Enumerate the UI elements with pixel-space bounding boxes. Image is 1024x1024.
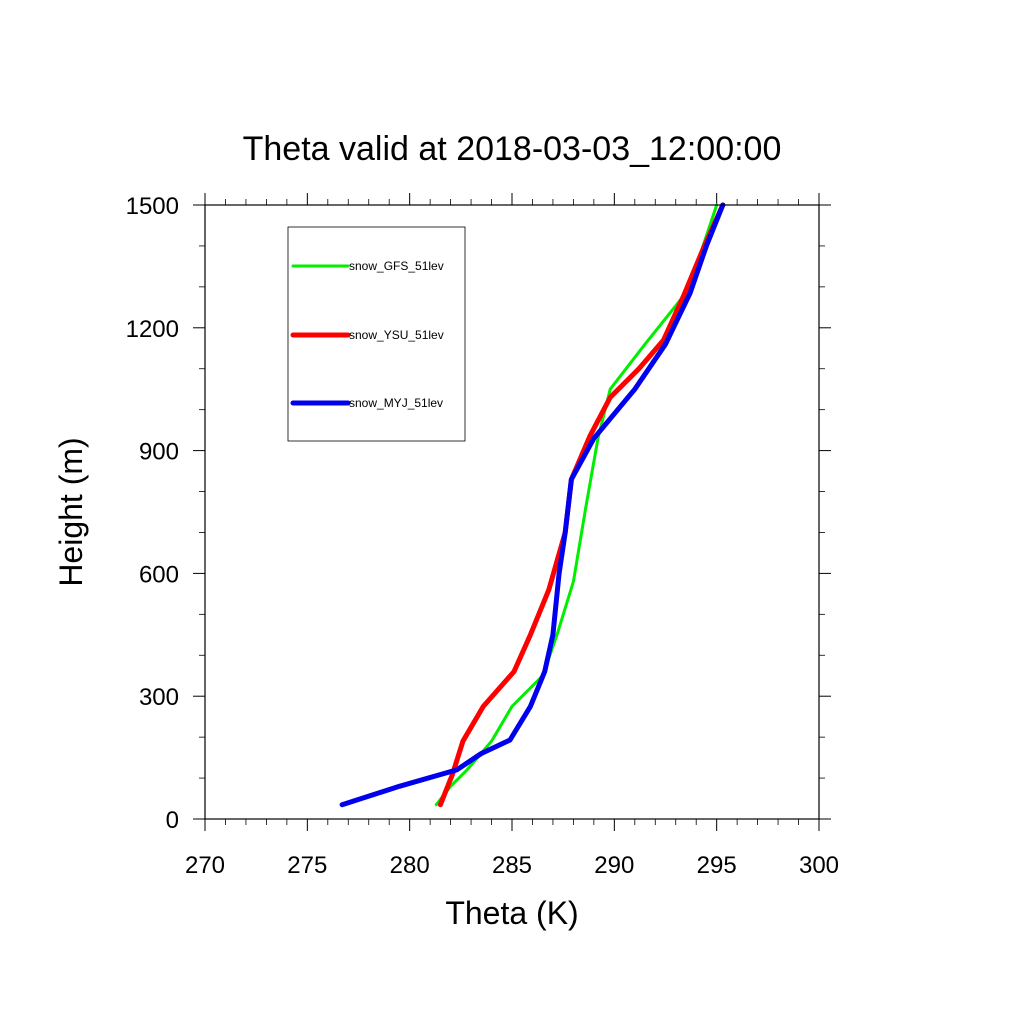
x-tick-label: 290 (594, 852, 634, 879)
y-tick-label: 900 (139, 439, 179, 466)
y-tick-label: 600 (139, 561, 179, 588)
series-line-snow_MYJ_51lev (339, 202, 726, 808)
x-tick-label: 280 (390, 852, 430, 879)
y-tick-label: 300 (139, 684, 179, 711)
plot-frame (204, 204, 820, 820)
y-tick-label: 0 (166, 807, 179, 834)
series-lines (339, 202, 726, 808)
x-tick-label: 295 (697, 852, 737, 879)
axis-ticks: 270 275 280 285 290 295 300 0 300 600 900 1200 1500 (126, 193, 839, 879)
y-tick-label: 1200 (126, 316, 179, 343)
y-tick-label: 1500 (126, 193, 179, 220)
chart-title: Theta valid at 2018-03-03_12:00:00 (243, 130, 782, 168)
x-tick-label: 275 (287, 852, 327, 879)
legend-label: snow_YSU_51lev (349, 328, 444, 342)
legend-label: snow_GFS_51lev (349, 259, 444, 273)
legend: snow_GFS_51lev snow_YSU_51lev snow_MYJ_51l… (287, 226, 466, 442)
series-line-snow_YSU_51lev (437, 202, 726, 808)
y-axis-label: Height (m) (53, 437, 89, 586)
legend-label: snow_MYJ_51lev (349, 396, 443, 410)
x-tick-label: 300 (799, 852, 839, 879)
x-tick-label: 270 (185, 852, 225, 879)
x-axis-label: Theta (K) (445, 895, 578, 931)
x-tick-label: 285 (492, 852, 532, 879)
